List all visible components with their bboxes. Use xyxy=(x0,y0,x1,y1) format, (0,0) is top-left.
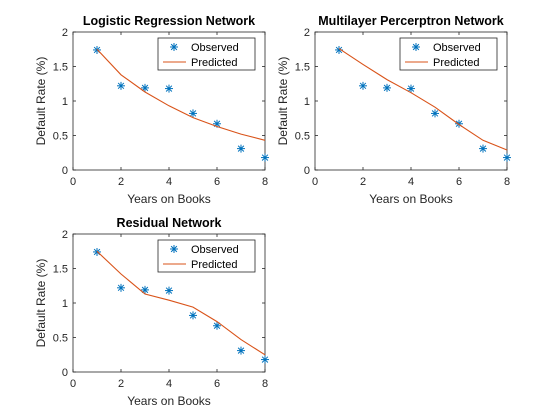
chart-title: Multilayer Percerptron Network xyxy=(318,14,504,28)
y-tick-label: 1 xyxy=(62,96,68,108)
x-axis-label: Years on Books xyxy=(127,192,211,206)
x-tick-label: 4 xyxy=(166,378,172,390)
x-axis-label: Years on Books xyxy=(127,394,211,408)
subplot-3: 0 2 4 6 8 0 0.5 1 1.5 2 Residual Network Years on B… xyxy=(34,216,269,408)
x-axis-label: Years on Books xyxy=(369,192,453,206)
y-tick-label: 1 xyxy=(62,298,68,310)
legend-predicted-label: Predicted xyxy=(433,57,479,69)
legend-observed-marker xyxy=(170,245,178,253)
chart-title: Residual Network xyxy=(117,216,222,230)
y-tick-label: 1.5 xyxy=(295,62,310,74)
y-axis-label: Default Rate (%) xyxy=(34,259,48,348)
y-tick-label: 0.5 xyxy=(295,131,310,143)
x-tick-label: 6 xyxy=(456,176,462,188)
x-tick-label: 6 xyxy=(214,176,220,188)
y-tick-label: 0.5 xyxy=(53,131,68,143)
y-tick-label: 2 xyxy=(304,27,310,39)
predicted-series-line xyxy=(96,250,266,356)
observed-point xyxy=(261,355,269,364)
x-tick-label: 0 xyxy=(312,176,318,188)
legend-observed-marker xyxy=(412,43,420,51)
observed-point xyxy=(117,81,125,90)
observed-point xyxy=(359,81,367,90)
y-tick-label: 0 xyxy=(62,165,68,177)
chart-title: Logistic Regression Network xyxy=(83,14,255,28)
x-tick-label: 2 xyxy=(360,176,366,188)
observed-point xyxy=(237,144,245,153)
y-tick-label: 0 xyxy=(62,367,68,379)
x-tick-label: 0 xyxy=(70,378,76,390)
predicted-series-line xyxy=(96,48,266,141)
x-tick-label: 0 xyxy=(70,176,76,188)
y-axis-label: Default Rate (%) xyxy=(276,57,290,146)
observed-point xyxy=(503,153,511,162)
observed-point xyxy=(213,321,221,330)
x-tick-label: 4 xyxy=(166,176,172,188)
y-tick-label: 1.5 xyxy=(53,264,68,276)
observed-point xyxy=(383,83,391,92)
observed-point xyxy=(117,283,125,292)
observed-point xyxy=(237,346,245,355)
x-tick-label: 2 xyxy=(118,378,124,390)
observed-point xyxy=(261,153,269,162)
y-tick-label: 0 xyxy=(304,165,310,177)
x-tick-label: 6 xyxy=(214,378,220,390)
observed-point xyxy=(141,285,149,294)
observed-point xyxy=(165,84,173,93)
observed-point xyxy=(165,286,173,295)
legend: Observed Predicted xyxy=(399,37,498,71)
legend-predicted-label: Predicted xyxy=(191,259,237,271)
y-tick-label: 1.5 xyxy=(53,62,68,74)
x-tick-label: 2 xyxy=(118,176,124,188)
predicted-series-line xyxy=(338,48,508,151)
observed-point xyxy=(431,109,439,118)
legend-observed-marker xyxy=(170,43,178,51)
observed-point xyxy=(141,83,149,92)
y-tick-label: 0.5 xyxy=(53,333,68,345)
y-tick-label: 1 xyxy=(304,96,310,108)
legend-observed-label: Observed xyxy=(191,244,239,256)
legend: Observed Predicted xyxy=(157,37,256,71)
observed-point xyxy=(407,84,415,93)
x-tick-label: 8 xyxy=(504,176,510,188)
observed-point xyxy=(189,311,197,320)
x-tick-label: 8 xyxy=(262,176,268,188)
y-axis-label: Default Rate (%) xyxy=(34,57,48,146)
legend-predicted-label: Predicted xyxy=(191,57,237,69)
subplot-1: 0 2 4 6 8 0 0.5 1 1.5 2 Logistic Regression Networ… xyxy=(34,14,269,206)
y-tick-label: 2 xyxy=(62,27,68,39)
legend-observed-label: Observed xyxy=(433,42,481,54)
observed-point xyxy=(189,109,197,118)
x-tick-label: 8 xyxy=(262,378,268,390)
legend: Observed Predicted xyxy=(157,239,256,273)
observed-point xyxy=(479,144,487,153)
x-tick-label: 4 xyxy=(408,176,414,188)
subplot-2: 0 2 4 6 8 0 0.5 1 1.5 2 Multilayer Percerptron Net… xyxy=(276,14,511,206)
legend-observed-label: Observed xyxy=(191,42,239,54)
y-tick-label: 2 xyxy=(62,229,68,241)
